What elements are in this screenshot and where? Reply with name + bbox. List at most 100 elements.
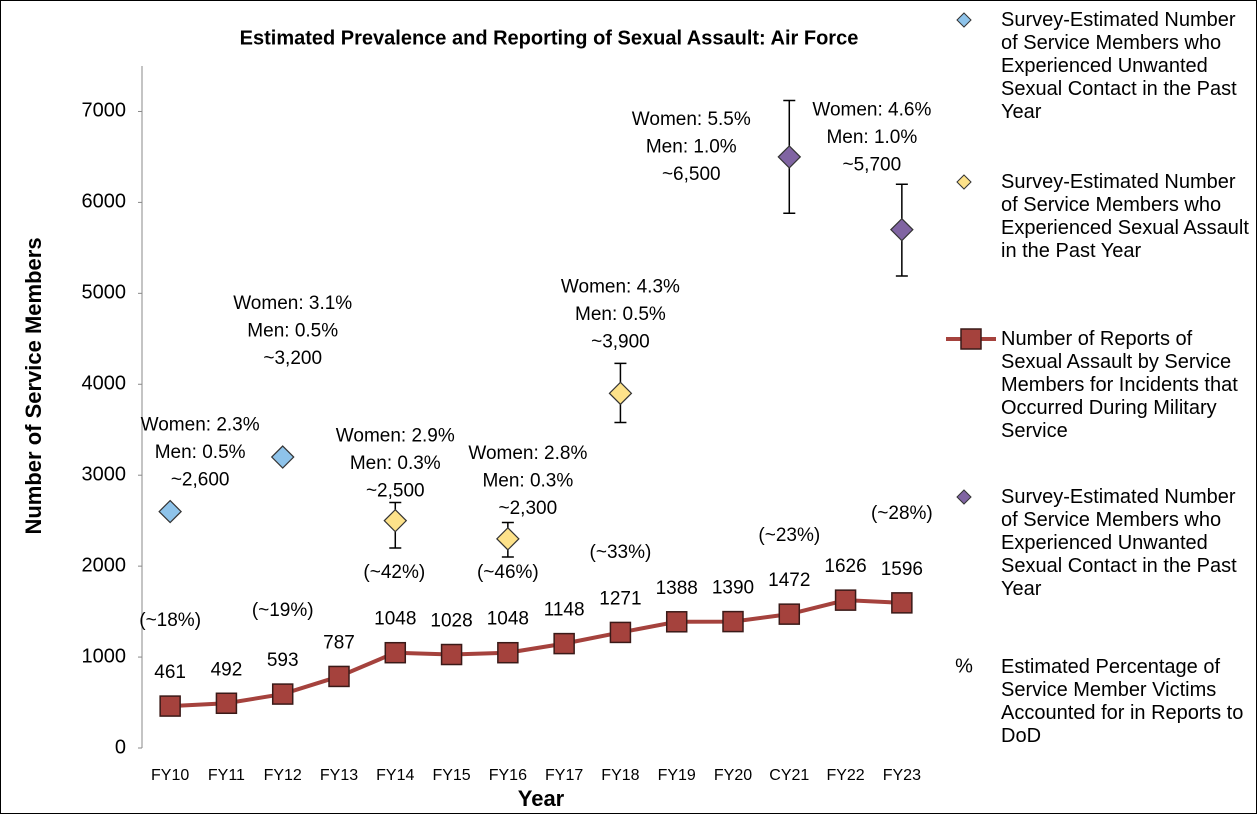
data-label: 1271 <box>599 588 641 609</box>
percent-label: (~23%) <box>758 525 820 546</box>
x-tick-label: FY12 <box>264 767 302 784</box>
data-label: 1028 <box>430 611 472 632</box>
y-axis-title: Number of Service Members <box>21 237 46 534</box>
data-label: 1388 <box>656 578 698 599</box>
x-tick-label: CY21 <box>769 767 809 784</box>
x-tick-label: FY13 <box>320 767 358 784</box>
x-tick-label: FY16 <box>489 767 527 784</box>
legend-marker <box>956 12 972 28</box>
line-marker <box>778 603 801 625</box>
data-label: 492 <box>211 659 243 680</box>
x-tick-label: FY20 <box>714 767 752 784</box>
percent-label: (~46%) <box>477 562 539 583</box>
line-marker <box>384 641 407 664</box>
diamond-marker <box>890 217 914 242</box>
percent-label: (~18%) <box>139 610 201 631</box>
point-note: Women: 4.3% <box>561 276 680 297</box>
point-note: Men: 0.5% <box>575 304 666 325</box>
data-label: 1048 <box>374 609 416 630</box>
legend-label: Survey-Estimated Number of Service Membe… <box>1001 171 1249 262</box>
x-tick-label: FY19 <box>658 767 696 784</box>
data-label: 1472 <box>768 570 810 591</box>
percent-label: (~19%) <box>252 600 314 621</box>
point-note: Men: 0.3% <box>350 453 441 474</box>
point-note: Men: 0.3% <box>482 470 573 491</box>
line-marker <box>215 692 238 715</box>
y-tick-label: 3000 <box>82 463 127 485</box>
chart-title: Estimated Prevalence and Reporting of Se… <box>240 27 859 49</box>
data-label: 1390 <box>712 578 754 599</box>
point-note: Men: 1.0% <box>646 136 737 157</box>
line-marker <box>834 589 857 611</box>
line-marker <box>609 621 632 644</box>
legend-label: Survey-Estimated Number of Service Membe… <box>1001 486 1237 600</box>
point-note: ~2,600 <box>171 470 230 491</box>
point-note: ~2,500 <box>366 481 425 502</box>
point-note: Men: 0.5% <box>247 321 338 342</box>
data-label: 787 <box>323 632 355 653</box>
point-note: ~6,500 <box>662 164 721 185</box>
x-tick-label: FY14 <box>376 767 414 784</box>
y-tick-label: 7000 <box>82 100 127 122</box>
data-label: 461 <box>154 662 186 683</box>
legend-marker: % <box>955 655 973 677</box>
y-tick-label: 6000 <box>82 191 127 213</box>
diamond-marker <box>777 145 802 169</box>
percent-label: (~28%) <box>871 503 933 524</box>
data-label: 1148 <box>544 600 585 621</box>
legend-label: Survey-Estimated Number of Service Membe… <box>1001 9 1237 123</box>
data-label: 593 <box>267 650 299 671</box>
legend-marker <box>960 328 982 350</box>
y-tick-label: 4000 <box>82 373 127 395</box>
line-marker <box>497 641 519 664</box>
x-axis-title: Year <box>518 786 565 811</box>
point-note: Women: 2.8% <box>468 443 587 464</box>
x-tick-label: FY22 <box>826 767 864 784</box>
legend: % <box>946 12 996 677</box>
point-note: ~3,900 <box>591 331 650 352</box>
x-tick-label: FY11 <box>208 767 245 784</box>
point-note: Women: 4.6% <box>812 100 931 121</box>
data-label: 1626 <box>824 556 866 577</box>
diamond-marker <box>608 381 633 406</box>
diamond-marker <box>270 445 295 469</box>
diamond-marker <box>383 508 408 533</box>
point-note: Women: 2.3% <box>141 415 260 436</box>
x-tick-label: FY17 <box>545 767 583 784</box>
line-marker <box>891 592 913 614</box>
line-marker <box>440 643 463 666</box>
data-label: 1048 <box>487 609 529 630</box>
point-note: Men: 1.0% <box>826 127 917 148</box>
percent-label: (~33%) <box>590 542 652 563</box>
x-tick-label: FY15 <box>432 767 470 784</box>
x-tick-label: FY10 <box>151 767 189 784</box>
legend-marker <box>956 174 972 190</box>
diamond-marker <box>158 499 182 524</box>
line-marker <box>665 611 688 633</box>
line-marker <box>328 665 350 688</box>
y-tick-label: 1000 <box>82 645 127 667</box>
point-note: ~5,700 <box>843 155 902 176</box>
x-tick-label: FY23 <box>883 767 921 784</box>
point-note: Men: 0.5% <box>155 442 246 463</box>
point-note: Women: 3.1% <box>233 293 352 314</box>
line-marker <box>159 695 181 717</box>
point-note: Women: 5.5% <box>632 109 751 130</box>
line-marker <box>553 632 575 655</box>
diamond-marker <box>496 527 520 551</box>
legend-marker <box>956 489 972 505</box>
point-note: ~3,200 <box>263 348 322 369</box>
y-tick-label: 0 <box>115 736 126 758</box>
legend-label: Estimated Percentage of Service Member V… <box>1001 656 1244 747</box>
legend-label: Number of Reports of Sexual Assault by S… <box>1001 328 1238 442</box>
x-tick-label: FY18 <box>601 767 639 784</box>
data-label: 1596 <box>881 559 923 580</box>
y-tick-label: 2000 <box>82 554 127 576</box>
point-note: ~2,300 <box>499 498 558 519</box>
line-marker <box>722 610 744 633</box>
percent-label: (~42%) <box>363 562 425 583</box>
line-marker <box>271 683 294 705</box>
y-tick-label: 5000 <box>82 282 127 304</box>
